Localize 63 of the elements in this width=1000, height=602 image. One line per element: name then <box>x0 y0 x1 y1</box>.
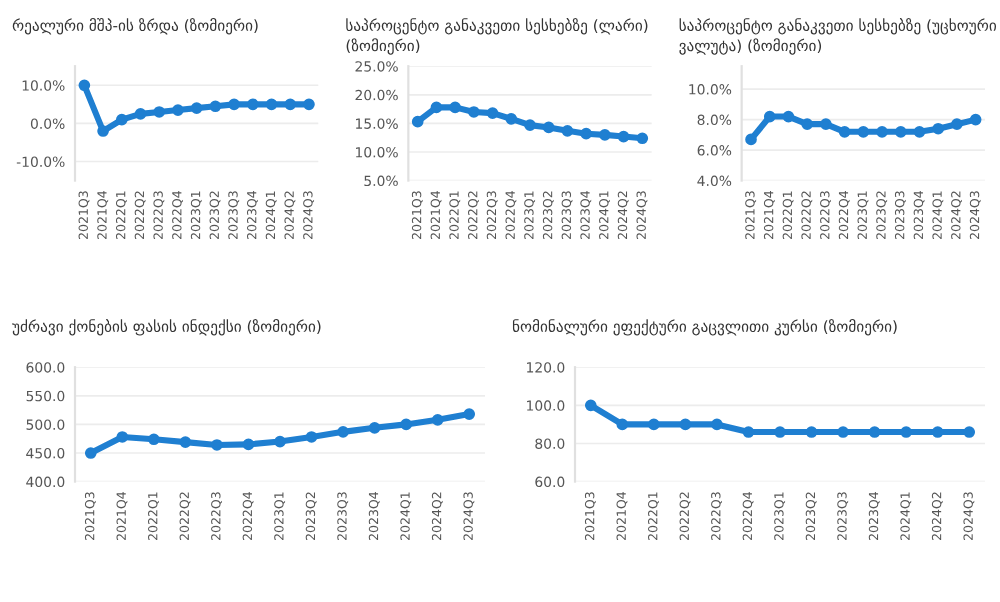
point <box>745 133 757 146</box>
point <box>153 106 166 118</box>
point <box>179 436 192 448</box>
point <box>97 125 109 137</box>
point <box>274 435 286 448</box>
point <box>542 121 555 134</box>
point <box>969 113 982 126</box>
point <box>242 438 255 451</box>
point <box>190 102 203 114</box>
point <box>468 106 480 118</box>
point <box>894 125 907 138</box>
point <box>782 110 795 123</box>
point <box>284 98 297 111</box>
point <box>599 129 611 141</box>
point <box>774 426 786 438</box>
point <box>763 110 776 123</box>
point <box>209 100 222 113</box>
point <box>337 426 349 438</box>
point <box>115 113 128 126</box>
point <box>876 125 888 138</box>
point <box>648 418 660 431</box>
point <box>305 431 318 443</box>
point <box>172 104 184 116</box>
point <box>932 122 945 135</box>
point <box>580 127 592 140</box>
point <box>711 418 723 431</box>
point <box>430 101 443 114</box>
point <box>951 118 963 131</box>
point <box>636 132 649 145</box>
point <box>303 98 315 111</box>
point <box>616 418 629 431</box>
point <box>857 125 870 138</box>
point <box>868 426 881 438</box>
point <box>463 408 476 420</box>
point <box>400 418 412 431</box>
point <box>838 125 851 138</box>
point <box>84 447 97 459</box>
point <box>78 79 91 92</box>
point <box>963 426 976 438</box>
point <box>742 426 755 438</box>
point <box>368 422 381 434</box>
point <box>228 98 240 111</box>
point <box>505 113 518 125</box>
point <box>411 115 424 128</box>
point <box>431 414 444 426</box>
point <box>486 107 499 119</box>
point <box>584 399 597 412</box>
point <box>900 426 912 438</box>
point <box>820 118 832 131</box>
point <box>116 431 129 443</box>
point <box>837 426 849 438</box>
point <box>617 130 630 143</box>
point <box>524 119 536 131</box>
point <box>561 125 574 137</box>
point <box>211 439 223 451</box>
point <box>134 108 147 120</box>
point <box>148 433 160 446</box>
point <box>449 101 461 114</box>
point <box>913 125 926 138</box>
point <box>246 98 259 111</box>
point <box>265 98 278 111</box>
point <box>679 418 692 431</box>
point <box>805 426 818 438</box>
